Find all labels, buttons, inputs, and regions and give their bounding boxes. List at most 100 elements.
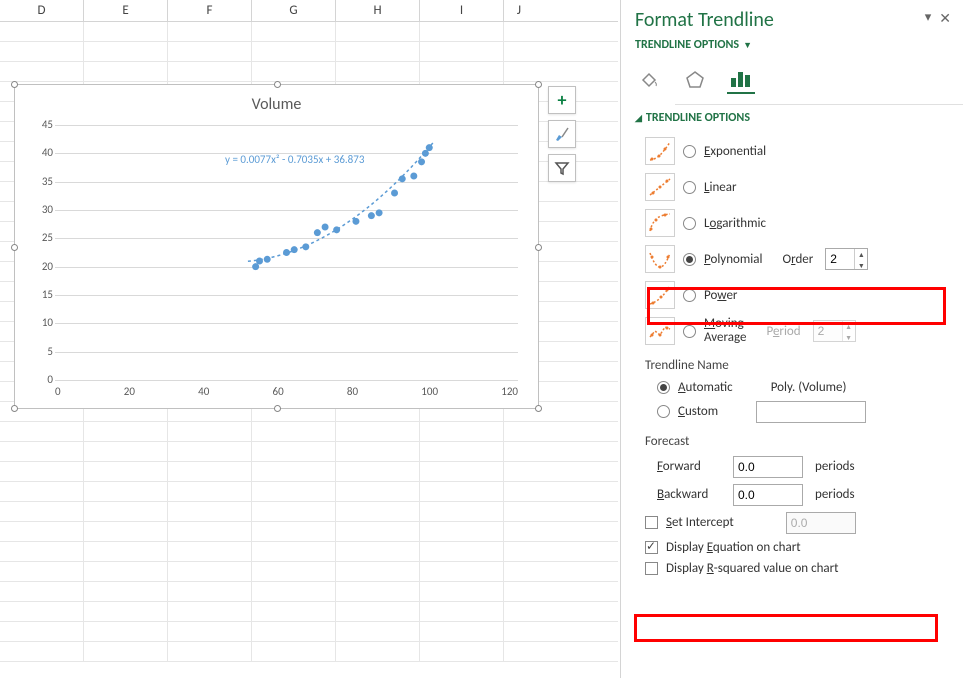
cell[interactable] — [420, 442, 504, 461]
cell[interactable] — [84, 542, 168, 561]
radio-power[interactable] — [683, 289, 696, 302]
cell[interactable] — [0, 42, 84, 61]
cell[interactable] — [504, 602, 534, 621]
custom-name-input[interactable] — [756, 401, 866, 423]
cell[interactable] — [0, 422, 84, 441]
cell[interactable] — [0, 502, 84, 521]
cell[interactable] — [252, 462, 336, 481]
cell[interactable] — [84, 62, 168, 81]
radio-name-custom[interactable] — [657, 405, 670, 418]
column-header[interactable]: E — [84, 0, 168, 21]
cell[interactable] — [504, 522, 534, 541]
cell[interactable] — [336, 582, 420, 601]
resize-handle[interactable] — [535, 244, 542, 251]
cell[interactable] — [420, 642, 504, 661]
cell[interactable] — [420, 42, 504, 61]
cell[interactable] — [504, 462, 534, 481]
plot-area[interactable] — [55, 125, 518, 380]
cell[interactable] — [0, 602, 84, 621]
order-input[interactable] — [826, 249, 854, 269]
cell[interactable] — [168, 462, 252, 481]
cell[interactable] — [336, 42, 420, 61]
cell[interactable] — [0, 482, 84, 501]
cell[interactable] — [420, 602, 504, 621]
cell[interactable] — [252, 642, 336, 661]
cell[interactable] — [504, 442, 534, 461]
cell[interactable] — [0, 442, 84, 461]
resize-handle[interactable] — [11, 244, 18, 251]
cell[interactable] — [252, 522, 336, 541]
cell[interactable] — [0, 562, 84, 581]
cell[interactable] — [168, 642, 252, 661]
spin-down[interactable]: ▼ — [855, 260, 867, 271]
cell[interactable] — [336, 542, 420, 561]
radio-logarithmic[interactable] — [683, 217, 696, 230]
cell[interactable] — [420, 482, 504, 501]
cell[interactable] — [504, 542, 534, 561]
cell[interactable] — [336, 502, 420, 521]
cell[interactable] — [504, 502, 534, 521]
cell[interactable] — [336, 62, 420, 81]
task-pane-options-icon[interactable]: ▾ — [925, 10, 932, 27]
checkbox-display-r-squared[interactable] — [645, 562, 658, 575]
radio-linear[interactable] — [683, 181, 696, 194]
cell[interactable] — [84, 482, 168, 501]
cell[interactable] — [504, 22, 534, 41]
radio-name-automatic[interactable] — [657, 381, 670, 394]
cell[interactable] — [504, 582, 534, 601]
trendline-type-power[interactable]: Power — [635, 277, 949, 313]
cell[interactable] — [252, 502, 336, 521]
column-header[interactable]: F — [168, 0, 252, 21]
cell[interactable] — [504, 562, 534, 581]
cell[interactable] — [420, 462, 504, 481]
cell[interactable] — [168, 562, 252, 581]
cell[interactable] — [0, 542, 84, 561]
resize-handle[interactable] — [11, 81, 18, 88]
cell[interactable] — [504, 62, 534, 81]
polynomial-order-spinbox[interactable]: ▲▼ — [825, 248, 868, 270]
cell[interactable] — [420, 62, 504, 81]
cell[interactable] — [168, 442, 252, 461]
cell[interactable] — [252, 22, 336, 41]
cell[interactable] — [504, 422, 534, 441]
column-header[interactable]: I — [420, 0, 504, 21]
cell[interactable] — [336, 422, 420, 441]
column-header[interactable]: H — [336, 0, 420, 21]
chart-styles-button[interactable] — [548, 120, 576, 148]
cell[interactable] — [84, 502, 168, 521]
cell[interactable] — [0, 522, 84, 541]
cell[interactable] — [252, 42, 336, 61]
trendline-type-moving-average[interactable]: MovingAverage Period ▲▼ — [635, 313, 949, 350]
cell[interactable] — [0, 462, 84, 481]
cell[interactable] — [336, 602, 420, 621]
cell[interactable] — [168, 602, 252, 621]
cell[interactable] — [420, 522, 504, 541]
cell[interactable] — [336, 642, 420, 661]
cell[interactable] — [168, 62, 252, 81]
cell[interactable] — [168, 22, 252, 41]
cell[interactable] — [168, 622, 252, 641]
cell[interactable] — [420, 622, 504, 641]
cell[interactable] — [252, 602, 336, 621]
cell[interactable] — [84, 522, 168, 541]
cell[interactable] — [84, 602, 168, 621]
trendline-options-tab[interactable] — [727, 66, 755, 94]
cell[interactable] — [336, 442, 420, 461]
cell[interactable] — [0, 62, 84, 81]
resize-handle[interactable] — [274, 81, 281, 88]
cell[interactable] — [0, 642, 84, 661]
cell[interactable] — [84, 562, 168, 581]
effects-tab[interactable] — [681, 66, 709, 94]
trendline-type-polynomial[interactable]: Polynomial Order ▲▼ — [635, 241, 949, 277]
section-header[interactable]: ◢ TRENDLINE OPTIONS — [635, 111, 949, 125]
cell[interactable] — [168, 502, 252, 521]
cell[interactable] — [84, 42, 168, 61]
cell[interactable] — [84, 422, 168, 441]
cell[interactable] — [252, 482, 336, 501]
cell[interactable] — [420, 502, 504, 521]
chart-filter-button[interactable] — [548, 154, 576, 182]
cell[interactable] — [168, 582, 252, 601]
resize-handle[interactable] — [535, 81, 542, 88]
cell[interactable] — [84, 462, 168, 481]
trendline-type-logarithmic[interactable]: Logarithmic — [635, 205, 949, 241]
